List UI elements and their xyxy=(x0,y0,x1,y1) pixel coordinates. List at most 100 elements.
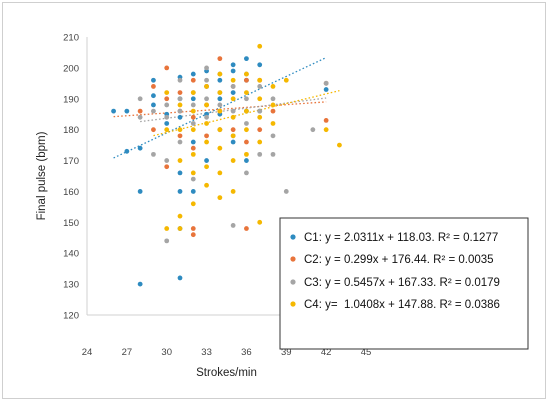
data-point-c2 xyxy=(190,232,196,238)
x-axis-title: Strokes/min xyxy=(196,367,257,379)
data-point-c1 xyxy=(230,139,236,145)
y-tick-label: 140 xyxy=(63,249,79,260)
x-tick-label: 42 xyxy=(321,347,332,358)
data-point-c3 xyxy=(257,151,263,157)
tick-labels: 120 130 140 150 160 170 180 190 200 210 24 27 30 33 36… xyxy=(63,33,371,359)
data-point-c4 xyxy=(257,96,263,102)
x-tick-label: 27 xyxy=(122,347,133,358)
data-point-c4 xyxy=(217,127,223,133)
data-point-c2 xyxy=(190,145,196,151)
data-point-c1 xyxy=(151,102,156,108)
data-point-c2 xyxy=(177,90,183,95)
data-point-c4 xyxy=(190,127,196,133)
data-point-c4 xyxy=(190,151,196,157)
data-point-c1 xyxy=(217,77,223,83)
data-point-c3 xyxy=(137,114,143,120)
legend: C1: y = 2.0311x + 118.03. R² = 0.1277 C2:… xyxy=(279,217,529,350)
data-point-c2 xyxy=(244,77,249,83)
data-point-c4 xyxy=(257,43,263,49)
data-point-c4 xyxy=(230,114,236,120)
data-point-c4 xyxy=(270,84,276,89)
data-point-c1 xyxy=(244,158,249,163)
y-tick-label: 170 xyxy=(63,156,79,167)
data-point-c4 xyxy=(270,102,276,108)
trendline-c1 xyxy=(113,56,327,159)
data-point-c4 xyxy=(177,213,183,219)
legend-label-c1: C1: y = 2.0311x + 118.03. R² = 0.1277 xyxy=(304,232,498,244)
data-point-c4 xyxy=(230,158,236,163)
y-tick-label: 150 xyxy=(63,218,79,229)
data-point-c4 xyxy=(230,96,236,102)
data-point-c3 xyxy=(190,102,196,108)
data-point-c3 xyxy=(270,133,276,139)
data-point-c1 xyxy=(244,56,249,62)
data-point-c4 xyxy=(244,108,249,114)
data-point-c2 xyxy=(164,65,170,71)
data-point-c4 xyxy=(337,142,342,148)
data-point-c2 xyxy=(137,108,143,114)
data-point-c2 xyxy=(151,127,156,133)
data-point-c1 xyxy=(137,281,143,287)
data-point-c1 xyxy=(190,71,196,77)
legend-marker-c2 xyxy=(290,256,296,262)
data-point-c2 xyxy=(204,133,209,139)
data-point-c1 xyxy=(177,170,183,176)
y-tick-label: 200 xyxy=(63,63,79,74)
data-point-c1 xyxy=(177,114,183,120)
data-point-c1 xyxy=(177,189,183,194)
data-point-c3 xyxy=(204,77,209,83)
data-point-c1 xyxy=(124,148,130,154)
legend-marker-c4 xyxy=(290,301,296,307)
data-point-c2 xyxy=(257,127,263,133)
data-point-c2 xyxy=(190,77,196,83)
data-point-c1 xyxy=(204,158,209,163)
data-point-c4 xyxy=(270,121,276,126)
data-point-c4 xyxy=(177,127,183,133)
data-point-c4 xyxy=(323,127,329,133)
legend-box xyxy=(279,217,529,350)
data-point-c4 xyxy=(244,90,249,95)
legend-marker-c1 xyxy=(290,234,296,240)
data-point-c1 xyxy=(230,68,236,74)
data-point-c3 xyxy=(244,170,249,176)
data-point-c4 xyxy=(230,189,236,194)
data-point-c1 xyxy=(124,108,130,114)
data-point-c1 xyxy=(111,108,116,114)
data-point-c4 xyxy=(230,77,236,83)
data-point-c3 xyxy=(164,102,170,108)
data-point-c4 xyxy=(217,145,223,151)
data-point-c3 xyxy=(323,80,329,86)
data-point-c2 xyxy=(244,226,249,231)
data-point-c2 xyxy=(230,127,236,133)
data-points xyxy=(111,43,342,287)
x-tick-label: 30 xyxy=(161,347,172,358)
data-point-c3 xyxy=(190,121,196,126)
data-point-c4 xyxy=(257,77,263,83)
data-point-c1 xyxy=(190,139,196,145)
x-tick-label: 36 xyxy=(241,347,252,358)
data-point-c3 xyxy=(257,84,263,89)
x-tick-label: 24 xyxy=(82,347,93,358)
data-point-c3 xyxy=(257,108,263,114)
data-point-c3 xyxy=(151,108,156,114)
data-point-c3 xyxy=(270,151,276,157)
data-point-c3 xyxy=(204,96,209,102)
data-point-c3 xyxy=(177,139,183,145)
y-tick-label: 210 xyxy=(63,33,79,44)
data-point-c1 xyxy=(137,145,143,151)
data-point-c1 xyxy=(164,121,170,126)
data-point-c4 xyxy=(164,90,170,95)
legend-marker-c3 xyxy=(290,279,296,285)
data-point-c2 xyxy=(217,56,223,62)
data-point-c4 xyxy=(217,195,223,201)
data-point-c1 xyxy=(190,189,196,194)
data-point-c4 xyxy=(190,90,196,95)
data-point-c4 xyxy=(244,151,249,157)
data-point-c4 xyxy=(177,158,183,163)
data-point-c3 xyxy=(270,96,276,102)
data-point-c3 xyxy=(137,96,143,102)
data-point-c2 xyxy=(190,114,196,120)
data-point-c4 xyxy=(204,102,209,108)
data-point-c3 xyxy=(230,223,236,228)
